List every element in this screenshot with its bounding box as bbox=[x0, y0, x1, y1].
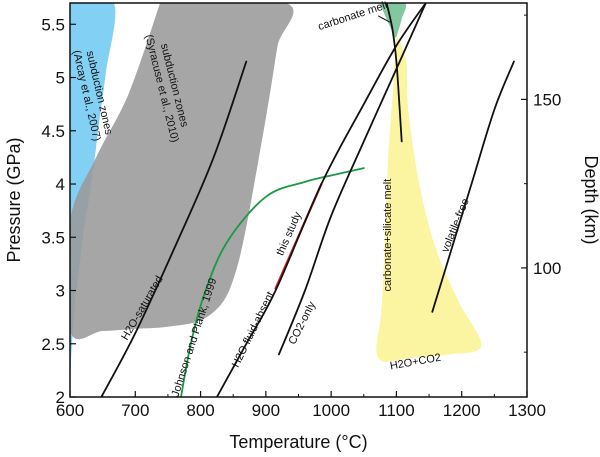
x-axis-title: Temperature (°C) bbox=[229, 432, 367, 452]
y-axis-title: Pressure (GPa) bbox=[4, 137, 24, 262]
label-volatile-free: volatile-free bbox=[439, 197, 471, 254]
region-arcay bbox=[70, 3, 116, 397]
x-tick-label: 1200 bbox=[443, 401, 481, 420]
series-co2-only bbox=[278, 3, 427, 356]
y-tick-label: 2.5 bbox=[41, 335, 65, 354]
x-tick-label: 900 bbox=[252, 401, 280, 420]
y2-axis-title: Depth (km) bbox=[581, 155, 600, 244]
y-tick-label: 3 bbox=[56, 282, 65, 301]
series-h2o-fluid-absent bbox=[216, 3, 427, 397]
series-volatile-free bbox=[431, 60, 515, 313]
region-yellow bbox=[376, 34, 482, 362]
x-tick-label: 700 bbox=[121, 401, 149, 420]
series-johnson-plank bbox=[180, 167, 365, 397]
x-tick-label: 600 bbox=[56, 401, 84, 420]
axes-layer: 600 700 800 900 1000 1100 1200 1300 2 2.5 3 3.5 4 4.5… bbox=[4, 2, 600, 452]
y-tick-label: 4 bbox=[56, 175, 65, 194]
label-h2o-fluid-absent: H2O fluid-absent bbox=[230, 290, 277, 369]
y2-tick-label: 100 bbox=[533, 259, 561, 278]
y-tick-label: 2 bbox=[56, 388, 65, 407]
x-tick-label: 1100 bbox=[378, 401, 415, 420]
series-h2o-saturated bbox=[100, 60, 248, 397]
y-tick-label: 5 bbox=[56, 69, 65, 88]
y-tick-label: 3.5 bbox=[41, 228, 65, 247]
region-green bbox=[380, 3, 407, 38]
y-tick-label: 4.5 bbox=[41, 122, 65, 141]
x-tick-label: 1300 bbox=[508, 401, 546, 420]
x-tick-label: 800 bbox=[186, 401, 214, 420]
series-layer bbox=[100, 3, 515, 397]
label-carbonate-silicate: carbonate+silicate melt bbox=[382, 179, 394, 292]
series-carbonate-melt bbox=[385, 3, 403, 143]
carbonate-melt-pointer bbox=[377, 15, 391, 23]
y2-tick-label: 150 bbox=[533, 90, 561, 109]
x-tick-label: 1000 bbox=[312, 401, 350, 420]
y-tick-label: 5.5 bbox=[41, 15, 65, 34]
